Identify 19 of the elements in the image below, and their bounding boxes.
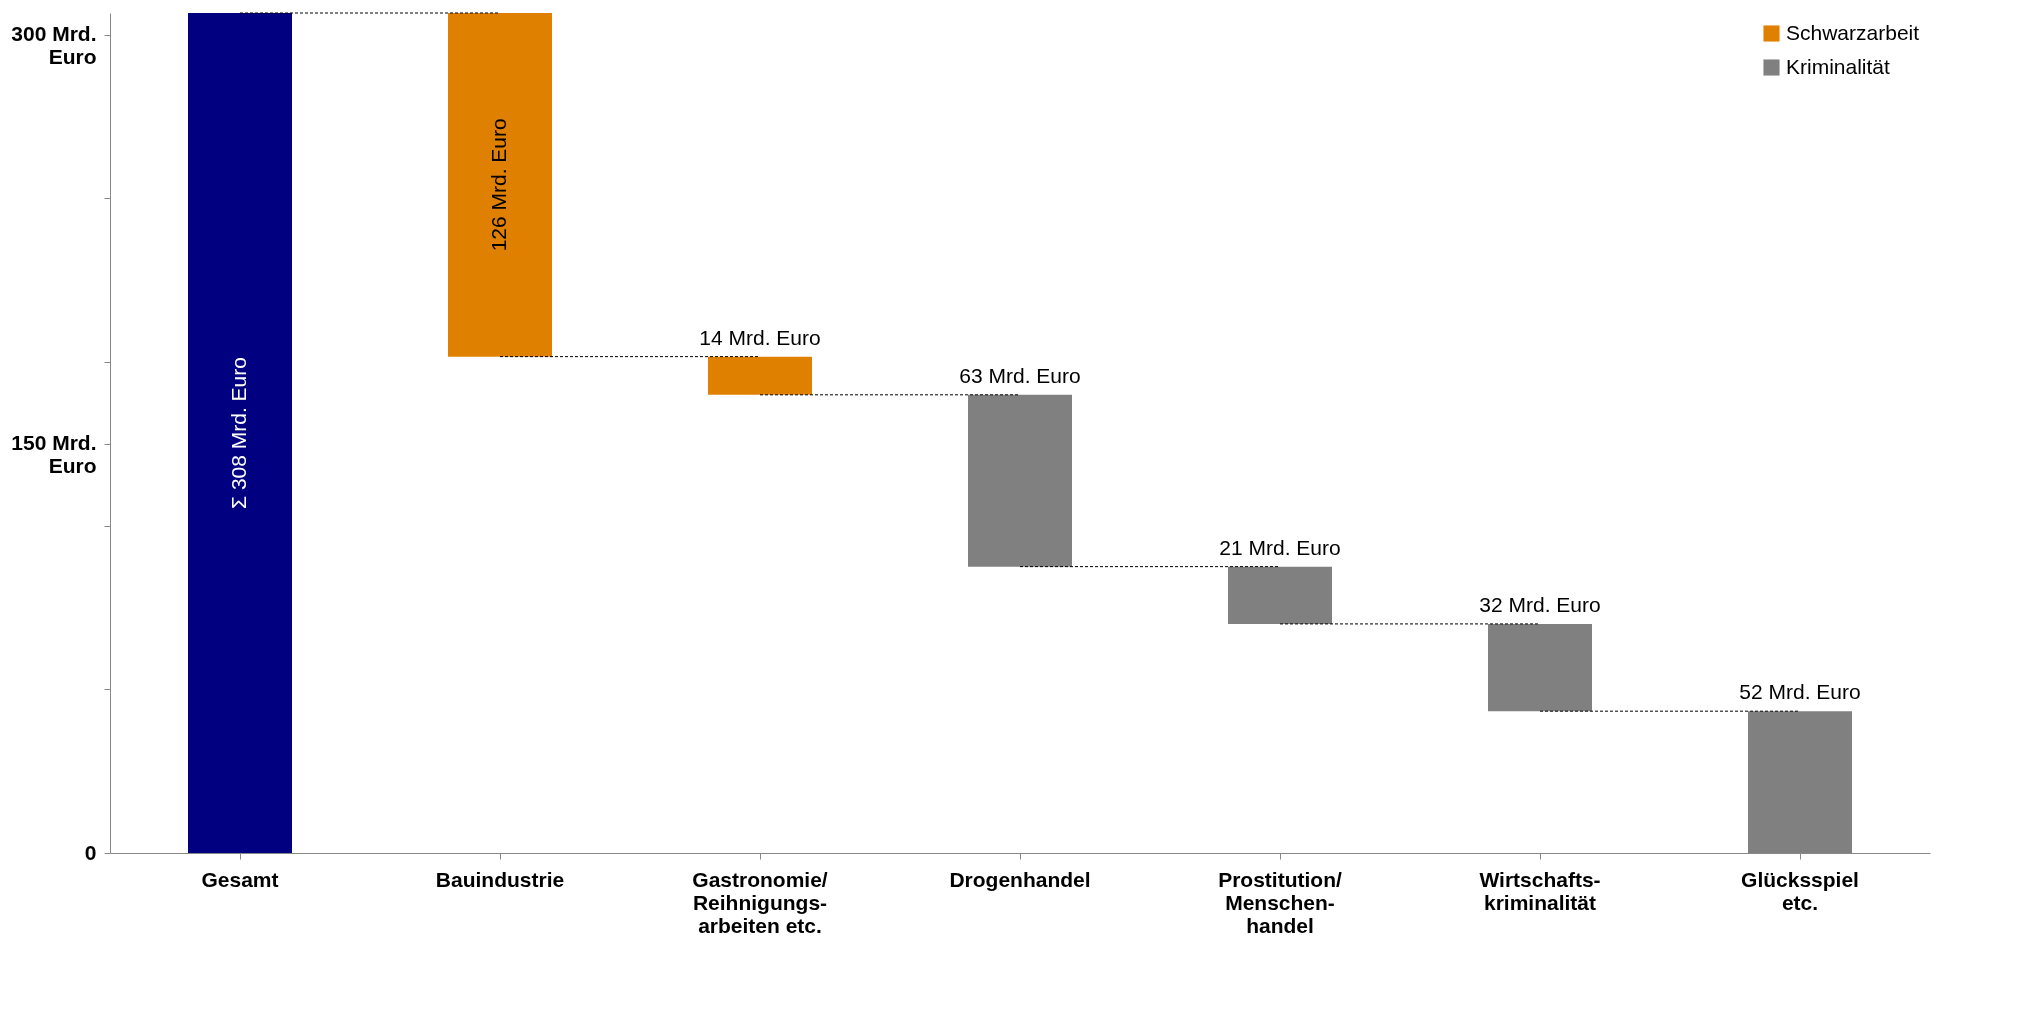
- data-label: 14 Mrd. Euro: [699, 325, 821, 349]
- data-label: 126 Mrd. Euro: [487, 118, 510, 252]
- legend-label: Schwarzarbeit: [1786, 20, 1920, 44]
- data-label: 21 Mrd. Euro: [1219, 535, 1341, 559]
- x-tick-label: Gastronomie/ Reihnigungs- arbeiten etc.: [692, 867, 828, 937]
- legend-label: Kriminalität: [1786, 54, 1891, 78]
- x-tick-label: Wirtschafts- kriminalität: [1479, 867, 1601, 914]
- data-label: Σ 308 Mrd. Euro: [227, 357, 250, 509]
- y-tick-label: 150 Mrd. Euro: [11, 431, 97, 478]
- x-tick-label: Bauindustrie: [435, 867, 565, 891]
- data-label: 52 Mrd. Euro: [1739, 680, 1861, 704]
- x-tick-label: Gesamt: [201, 867, 279, 891]
- x-tick-label: Drogenhandel: [949, 867, 1091, 891]
- data-label: 32 Mrd. Euro: [1479, 592, 1601, 616]
- y-tick-label: 300 Mrd. Euro: [11, 22, 97, 69]
- x-tick-label: Glücksspiel etc.: [1741, 867, 1859, 914]
- x-tick-label: Prostitution/ Menschen- handel: [1218, 867, 1342, 937]
- y-tick-label: 0: [84, 840, 97, 864]
- data-label: 63 Mrd. Euro: [959, 363, 1081, 387]
